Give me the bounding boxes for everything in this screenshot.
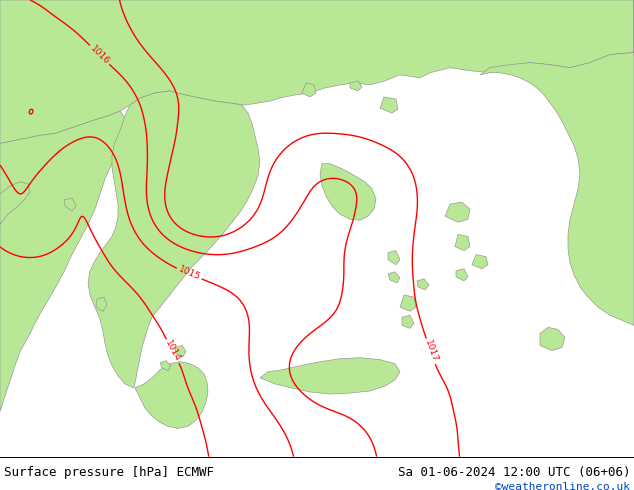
Polygon shape — [402, 315, 414, 328]
Polygon shape — [0, 182, 30, 224]
Polygon shape — [350, 81, 362, 91]
Polygon shape — [472, 255, 488, 269]
Polygon shape — [388, 272, 400, 283]
Text: 1014: 1014 — [163, 339, 182, 364]
Polygon shape — [400, 295, 416, 311]
Polygon shape — [445, 202, 470, 222]
Polygon shape — [64, 198, 76, 211]
Polygon shape — [455, 234, 470, 250]
Polygon shape — [160, 361, 171, 371]
Polygon shape — [380, 97, 398, 113]
Polygon shape — [260, 358, 400, 394]
Polygon shape — [96, 297, 107, 311]
Polygon shape — [135, 362, 208, 428]
Text: 1016: 1016 — [88, 44, 111, 66]
Polygon shape — [0, 111, 125, 411]
Polygon shape — [0, 0, 634, 144]
Polygon shape — [88, 91, 260, 388]
Polygon shape — [320, 164, 376, 220]
Text: 1017: 1017 — [423, 339, 439, 364]
Text: 1015: 1015 — [177, 265, 202, 282]
Polygon shape — [388, 250, 400, 265]
Polygon shape — [480, 0, 634, 325]
Polygon shape — [175, 345, 186, 357]
Polygon shape — [417, 279, 429, 290]
Polygon shape — [456, 269, 468, 281]
Polygon shape — [540, 327, 565, 350]
Text: ©weatheronline.co.uk: ©weatheronline.co.uk — [495, 482, 630, 490]
Text: Surface pressure [hPa] ECMWF: Surface pressure [hPa] ECMWF — [4, 466, 214, 479]
Text: Sa 01-06-2024 12:00 UTC (06+06): Sa 01-06-2024 12:00 UTC (06+06) — [398, 466, 630, 479]
Polygon shape — [302, 83, 316, 97]
